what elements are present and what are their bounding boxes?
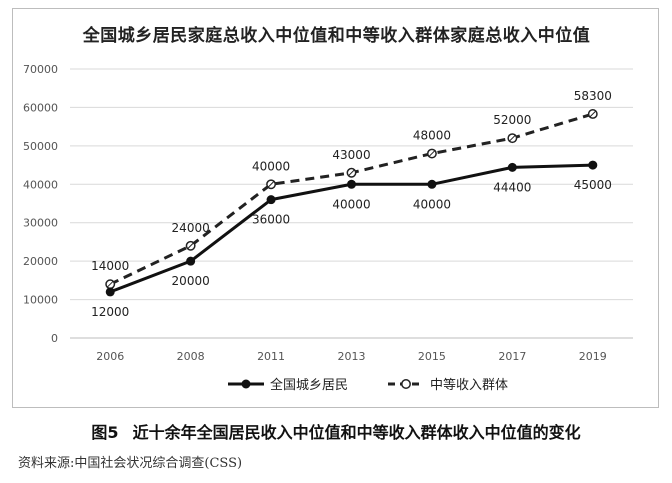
data-point-hatch <box>589 110 597 118</box>
data-point-hatch <box>106 280 114 288</box>
data-label: 40000 <box>332 197 370 211</box>
data-point-hatch <box>428 150 436 157</box>
data-label: 14000 <box>91 259 129 273</box>
figure-caption: 图5 近十余年全国居民收入中位值和中等收入群体收入中位值的变化 <box>0 419 672 443</box>
legend-marker <box>401 379 411 389</box>
data-point-hatch <box>348 169 355 177</box>
data-point-hatch <box>509 134 516 142</box>
y-tick-label: 40000 <box>23 178 58 191</box>
x-tick-label: 2006 <box>96 350 124 363</box>
legend-marker <box>241 379 251 389</box>
data-point-hatch <box>187 242 194 250</box>
data-label: 52000 <box>493 113 531 127</box>
y-tick-label: 50000 <box>23 140 58 153</box>
data-label: 43000 <box>332 148 370 162</box>
data-point <box>266 195 276 205</box>
data-point <box>347 179 356 189</box>
y-tick-label: 20000 <box>23 255 58 268</box>
x-tick-label: 2015 <box>418 350 446 363</box>
data-point <box>427 179 437 189</box>
source-note: 资料来源:中国社会状况综合调查(CSS) <box>18 456 243 471</box>
data-point <box>186 256 196 266</box>
y-tick-label: 0 <box>51 332 58 345</box>
data-label: 40000 <box>413 197 451 211</box>
data-label: 45000 <box>574 178 612 192</box>
x-tick-label: 2011 <box>257 350 285 363</box>
data-label: 44400 <box>493 180 531 194</box>
figure-number: 图5 <box>91 423 119 442</box>
data-point <box>507 162 517 172</box>
data-point <box>105 287 115 297</box>
data-label: 40000 <box>252 159 290 173</box>
y-tick-label: 30000 <box>23 217 58 230</box>
data-label: 58300 <box>574 89 612 103</box>
legend-label: 全国城乡居民 <box>270 377 348 393</box>
data-point <box>588 160 598 170</box>
y-tick-label: 60000 <box>23 101 58 114</box>
legend-label: 中等收入群体 <box>430 377 508 393</box>
data-label: 36000 <box>252 213 290 227</box>
x-tick-label: 2017 <box>498 350 526 363</box>
data-label: 24000 <box>172 221 210 235</box>
data-label: 12000 <box>91 305 129 319</box>
x-tick-label: 2013 <box>338 350 366 363</box>
y-tick-label: 70000 <box>23 63 58 76</box>
x-tick-label: 2008 <box>177 350 205 363</box>
chart-title: 全国城乡居民家庭总收入中位值和中等收入群体家庭总收入中位值 <box>82 26 591 46</box>
x-tick-label: 2019 <box>579 350 607 363</box>
line-chart: 0 10000 20000 30000 40000 50000 60000 70000 2006… <box>23 63 633 393</box>
data-label: 48000 <box>413 129 451 143</box>
figure-caption-text: 近十余年全国居民收入中位值和中等收入群体收入中位值的变化 <box>132 423 581 442</box>
chart-frame: 全国城乡居民家庭总收入中位值和中等收入群体家庭总收入中位值 0 10000 2000… <box>12 8 659 408</box>
y-tick-label: 10000 <box>23 294 58 307</box>
data-label: 20000 <box>172 274 210 288</box>
data-point-hatch <box>267 180 275 188</box>
